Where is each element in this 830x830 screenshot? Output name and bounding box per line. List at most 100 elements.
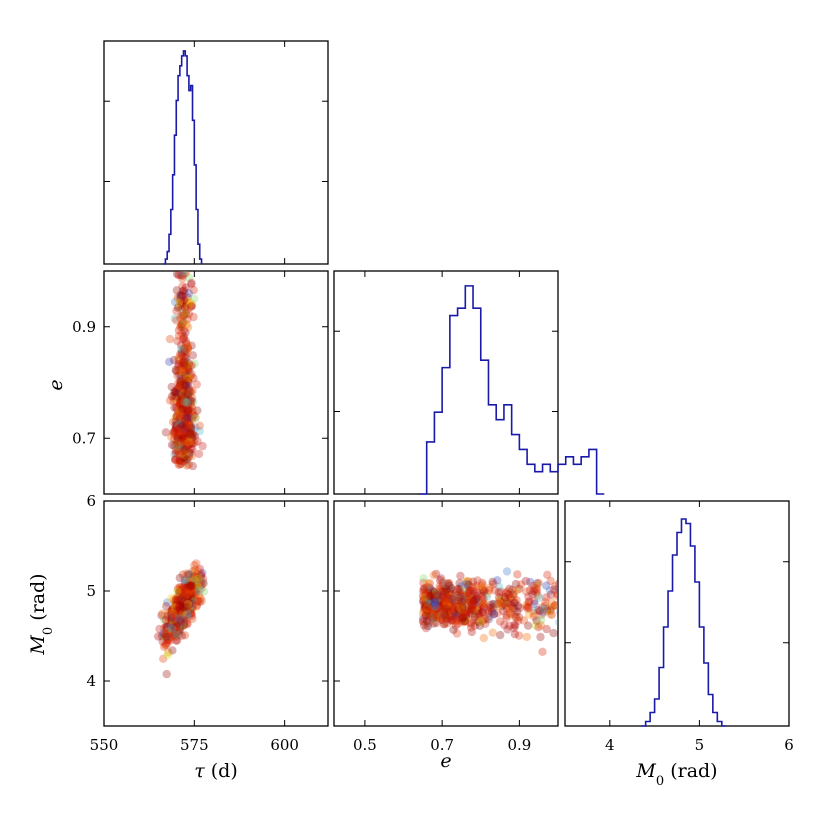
x-tick-label: 0.7 [430, 736, 454, 754]
scatter-point [426, 590, 435, 599]
m0-vs-tau-frame [103, 500, 329, 727]
scatter-point [172, 614, 182, 624]
scatter-point [546, 576, 555, 586]
scatter-point [176, 459, 186, 469]
scatter-point [462, 577, 471, 587]
scatter-point [181, 336, 190, 345]
scatter-point [429, 590, 438, 600]
scatter-point [493, 576, 502, 585]
scatter-point [186, 595, 195, 604]
scatter-point [457, 616, 467, 626]
y-tick-label: 6 [86, 492, 96, 510]
scatter-point [425, 594, 435, 603]
scatter-point [184, 596, 194, 605]
scatter-point [174, 365, 183, 375]
scatter-point [544, 604, 554, 613]
scatter-point [187, 302, 196, 311]
scatter-point [177, 605, 186, 614]
scatter-point [176, 439, 185, 448]
scatter-point [172, 421, 181, 430]
scatter-point [477, 592, 487, 601]
scatter-point [173, 425, 183, 434]
scatter-point [425, 612, 434, 621]
scatter-point [179, 596, 189, 605]
scatter-point [478, 586, 488, 595]
scatter-point [441, 579, 450, 589]
scatter-point [176, 412, 185, 421]
scatter-point [180, 435, 189, 444]
scatter-point [159, 629, 168, 638]
scatter-point [180, 590, 190, 600]
scatter-point [489, 610, 499, 619]
scatter-point [465, 608, 474, 617]
scatter-point [198, 441, 207, 451]
scatter-point [513, 570, 522, 579]
scatter-point [172, 367, 181, 376]
scatter-point [181, 592, 190, 601]
scatter-point [175, 408, 184, 418]
scatter-point [183, 413, 192, 423]
scatter-point [188, 614, 197, 624]
scatter-point [462, 593, 471, 602]
scatter-point [185, 433, 195, 442]
scatter-point [458, 612, 467, 621]
scatter-point [180, 385, 190, 395]
scatter-point [490, 586, 499, 595]
scatter-point [433, 594, 442, 603]
scatter-point [451, 621, 461, 630]
scatter-point [177, 596, 186, 605]
scatter-point [169, 606, 179, 615]
scatter-point [179, 603, 188, 612]
scatter-point [174, 424, 183, 433]
scatter-point [187, 439, 197, 448]
scatter-point [420, 603, 430, 613]
scatter-point [187, 599, 196, 609]
scatter-point [439, 601, 448, 610]
scatter-point [164, 648, 173, 657]
scatter-point [419, 593, 428, 602]
scatter-point [181, 429, 191, 438]
scatter-point [422, 594, 431, 603]
scatter-point [181, 406, 191, 416]
scatter-point [183, 595, 192, 605]
scatter-point [176, 438, 185, 448]
scatter-point [425, 579, 435, 588]
scatter-point [176, 596, 185, 606]
scatter-point [494, 597, 504, 606]
scatter-point [424, 593, 433, 602]
scatter-point [503, 625, 512, 634]
scatter-point [441, 593, 450, 603]
scatter-point [421, 624, 431, 633]
scatter-point [184, 432, 194, 441]
scatter-point [174, 409, 183, 419]
scatter-point [461, 594, 470, 604]
scatter-point [183, 399, 192, 409]
scatter-point [422, 594, 432, 604]
scatter-point [177, 304, 186, 314]
scatter-point [186, 422, 195, 432]
scatter-point [183, 406, 192, 415]
scatter-point [549, 628, 558, 638]
scatter-point [181, 597, 190, 606]
scatter-point [184, 581, 193, 590]
scatter-point [178, 590, 187, 599]
scatter-point [181, 434, 190, 443]
scatter-point [184, 450, 193, 460]
scatter-point [421, 602, 430, 611]
scatter-point [179, 588, 188, 597]
scatter-point [169, 631, 178, 641]
scatter-point [173, 384, 183, 393]
scatter-point [181, 422, 191, 431]
scatter-point [478, 578, 487, 588]
scatter-point [178, 621, 187, 631]
scatter-point [189, 312, 198, 322]
scatter-point [171, 612, 180, 621]
scatter-point [175, 411, 184, 420]
scatter-point [546, 609, 555, 619]
scatter-point [184, 575, 193, 584]
scatter-point [178, 403, 188, 412]
scatter-point [522, 602, 531, 611]
scatter-point [534, 593, 544, 602]
scatter-point [184, 405, 193, 414]
scatter-point [161, 629, 170, 639]
